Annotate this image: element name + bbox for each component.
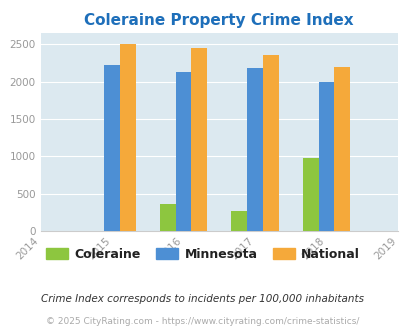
Bar	[262, 55, 278, 231]
Bar	[333, 67, 349, 231]
Bar	[247, 68, 262, 231]
Text: Crime Index corresponds to incidents per 100,000 inhabitants: Crime Index corresponds to incidents per…	[41, 294, 364, 304]
Bar	[160, 204, 175, 231]
Bar	[318, 82, 333, 231]
Bar	[231, 211, 247, 231]
Bar	[104, 65, 119, 231]
Legend: Coleraine, Minnesota, National: Coleraine, Minnesota, National	[40, 243, 364, 266]
Text: © 2025 CityRating.com - https://www.cityrating.com/crime-statistics/: © 2025 CityRating.com - https://www.city…	[46, 317, 359, 326]
Bar	[175, 72, 191, 231]
Bar	[119, 44, 135, 231]
Bar	[191, 48, 207, 231]
Bar	[302, 158, 318, 231]
Title: Coleraine Property Crime Index: Coleraine Property Crime Index	[84, 13, 353, 28]
